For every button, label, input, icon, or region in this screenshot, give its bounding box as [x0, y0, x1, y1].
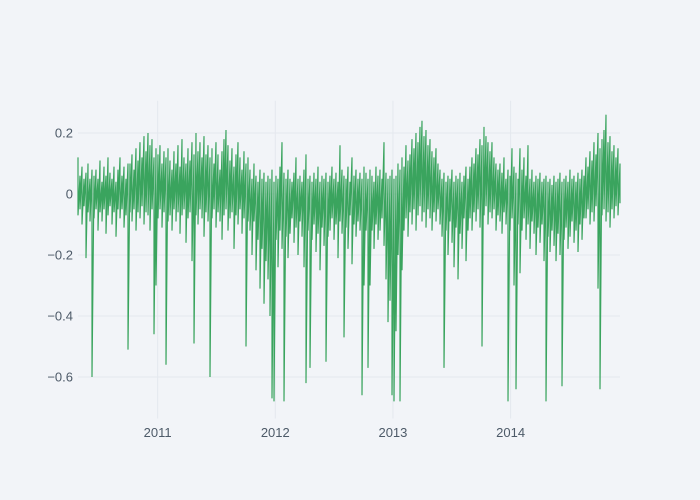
x-tick-label: 2014: [496, 425, 525, 440]
x-tick-label: 2013: [378, 425, 407, 440]
y-tick-label: −0.6: [47, 370, 73, 385]
x-axis-tick-labels: 2011 2012 2013 2014: [144, 425, 525, 440]
x-tick-label: 2012: [261, 425, 290, 440]
y-axis-tick-labels: 0.2 0 −0.2 −0.4 −0.6: [47, 126, 73, 385]
y-tick-label: 0: [66, 187, 73, 202]
plot-area[interactable]: [78, 101, 620, 419]
y-tick-label: 0.2: [55, 126, 73, 141]
y-tick-label: −0.2: [47, 248, 73, 263]
x-tick-label: 2011: [144, 425, 172, 440]
y-tick-label: −0.4: [47, 309, 73, 324]
series-line: [77, 114, 621, 402]
series-trace: [77, 114, 621, 402]
